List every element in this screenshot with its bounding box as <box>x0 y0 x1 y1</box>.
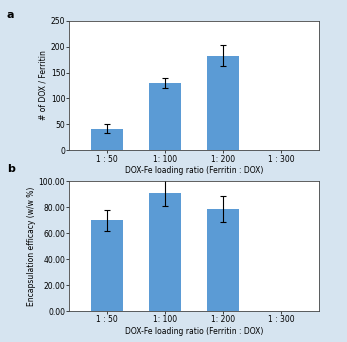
X-axis label: DOX-Fe loading ratio (Ferritin : DOX): DOX-Fe loading ratio (Ferritin : DOX) <box>125 327 263 336</box>
Bar <box>91 129 123 150</box>
Bar <box>149 193 181 311</box>
Bar <box>208 209 239 311</box>
Bar <box>208 56 239 150</box>
Bar <box>91 220 123 311</box>
X-axis label: DOX-Fe loading ratio (Ferritin : DOX): DOX-Fe loading ratio (Ferritin : DOX) <box>125 167 263 175</box>
Text: b: b <box>7 164 15 174</box>
Y-axis label: Encapsulation efficacy (w/w %): Encapsulation efficacy (w/w %) <box>27 186 36 306</box>
Y-axis label: # of DOX / Ferritin: # of DOX / Ferritin <box>39 51 48 120</box>
Text: a: a <box>7 10 15 20</box>
Bar <box>149 83 181 150</box>
